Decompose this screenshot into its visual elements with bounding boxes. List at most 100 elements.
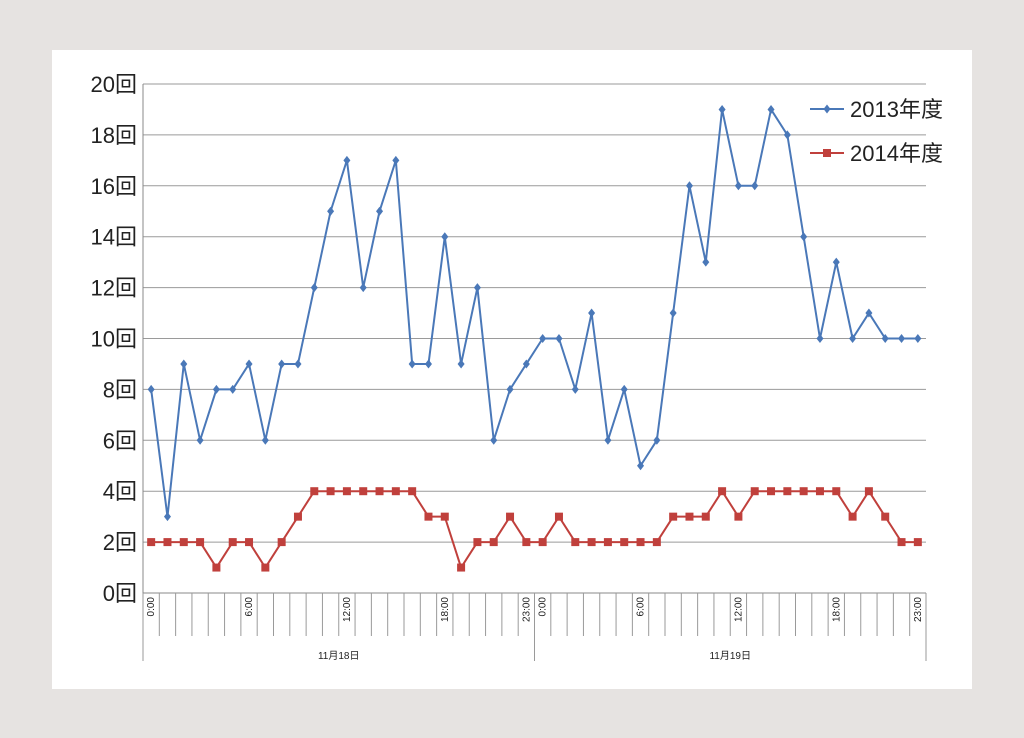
data-point [376, 206, 384, 216]
data-point [832, 487, 841, 496]
data-point [751, 181, 759, 191]
data-point [750, 487, 759, 496]
data-point [473, 538, 482, 547]
data-point [620, 384, 628, 394]
data-point [718, 487, 727, 496]
data-point [375, 487, 384, 496]
data-point [685, 181, 693, 191]
y-tick-label: 10回 [91, 327, 137, 352]
data-point [147, 384, 155, 394]
data-point [897, 538, 906, 547]
series-1 [147, 104, 922, 522]
data-point [212, 384, 220, 394]
data-point [554, 512, 563, 521]
data-point [604, 435, 612, 445]
x-tick-label: 0:00 [538, 597, 549, 617]
data-point [261, 563, 270, 572]
data-point [815, 487, 824, 496]
data-point [245, 359, 253, 369]
data-point [489, 538, 498, 547]
data-point [228, 538, 237, 547]
data-point [310, 487, 319, 496]
legend-label: 2013年度 [850, 97, 943, 122]
data-point [327, 206, 335, 216]
data-point [799, 487, 808, 496]
data-point [506, 384, 514, 394]
data-point [163, 538, 172, 547]
data-point [441, 232, 449, 242]
data-point [196, 435, 204, 445]
y-tick-label: 8回 [103, 377, 137, 402]
x-tick-label: 6:00 [636, 597, 647, 617]
data-point [669, 512, 678, 521]
data-point [473, 283, 481, 293]
data-point [408, 487, 417, 496]
data-point [898, 334, 906, 343]
data-point [310, 283, 318, 293]
y-tick-label: 0回 [103, 581, 137, 606]
data-point [881, 334, 889, 343]
data-point [588, 308, 596, 318]
data-point [522, 538, 531, 547]
data-point [848, 512, 857, 521]
legend-item: 2013年度 [810, 97, 943, 122]
data-point [734, 512, 743, 521]
data-point [261, 435, 269, 445]
data-point [278, 359, 286, 369]
series-line [150, 108, 918, 518]
data-point [408, 359, 416, 369]
data-point [849, 334, 857, 343]
x-tick-label: 6:00 [244, 597, 255, 617]
gridlines [143, 83, 926, 594]
data-point [685, 512, 694, 521]
y-axis: 0回 2回 4回 6回 8回 10回 12回 14回 16回 18回 20回 [91, 72, 144, 606]
data-point [800, 232, 808, 242]
series-group [147, 104, 922, 572]
data-point [342, 487, 351, 496]
data-point [734, 181, 742, 191]
data-point [702, 257, 710, 267]
x-tick-label: 12:00 [733, 597, 744, 622]
data-point [701, 512, 710, 521]
data-point [359, 487, 368, 496]
data-point [652, 538, 661, 547]
data-point [571, 538, 580, 547]
data-point [293, 512, 302, 521]
data-point [440, 512, 449, 521]
x-axis: 0:00 6:00 12:00 18:00 23:00 11月18日 0:00 6:00 12:… [142, 593, 927, 662]
data-point [571, 384, 579, 394]
series-2 [147, 487, 922, 572]
legend-marker [823, 149, 831, 157]
legend: 2013年度 2014年度 [810, 97, 943, 166]
data-point [669, 308, 677, 318]
legend-item: 2014年度 [810, 141, 943, 166]
data-point [326, 487, 335, 496]
data-point [196, 538, 205, 547]
data-point [245, 538, 254, 547]
x-tick-label: 23:00 [913, 597, 924, 622]
line-chart: 0回 2回 4回 6回 8回 10回 12回 14回 16回 18回 20回 0:00 6:00 12:… [91, 72, 943, 662]
data-point [539, 334, 547, 343]
y-tick-label: 20回 [91, 72, 137, 97]
data-point [783, 487, 792, 496]
data-point [359, 283, 367, 293]
data-point [914, 334, 922, 343]
x-tick-label: 18:00 [440, 597, 451, 622]
data-point [391, 487, 400, 496]
x-tick-label: 23:00 [521, 597, 532, 622]
data-point [555, 334, 563, 343]
data-point [865, 308, 873, 318]
data-point [294, 359, 302, 369]
data-point [212, 563, 221, 572]
data-point [832, 257, 840, 267]
series-line [151, 490, 918, 569]
y-tick-label: 6回 [103, 428, 137, 453]
x-day-label: 11月18日 [318, 650, 360, 662]
data-point [457, 359, 465, 369]
data-point [637, 461, 645, 471]
data-point [457, 563, 466, 572]
data-point [277, 538, 286, 547]
data-point [424, 359, 432, 369]
data-point [424, 512, 433, 521]
data-point [229, 384, 237, 394]
